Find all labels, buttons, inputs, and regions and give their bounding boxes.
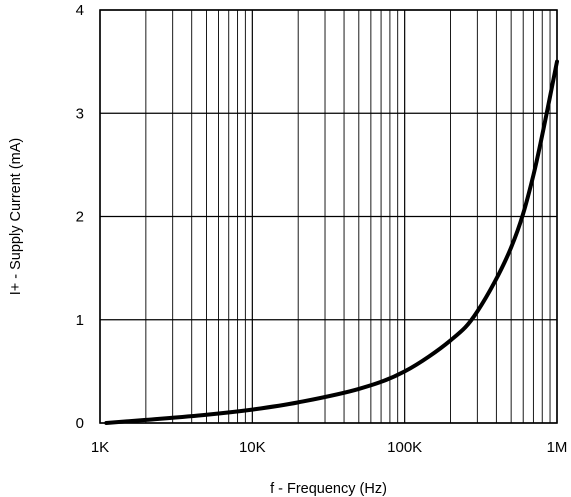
y-tick-label: 1 [76, 312, 84, 329]
x-tick-label: 1M [547, 439, 568, 456]
x-tick-label: 100K [387, 439, 422, 456]
y-tick-label: 2 [76, 209, 84, 226]
plot-frame [99, 9, 558, 424]
x-tick-label: 1K [91, 439, 109, 456]
series-layer [104, 59, 559, 425]
y-tick-label: 0 [76, 415, 84, 432]
y-axis-title: I+ - Supply Current (mA) [8, 138, 24, 296]
y-tick-labels: 0 1 2 3 4 [76, 2, 84, 432]
y-tick-label: 3 [76, 105, 84, 122]
x-axis-title: f - Frequency (Hz) [270, 481, 387, 497]
series-line-0 [104, 59, 559, 425]
x-tick-label: 10K [239, 439, 266, 456]
x-tick-labels: 1K 10K 100K 1M [91, 439, 568, 456]
y-tick-label: 4 [76, 2, 84, 19]
major-grid [99, 9, 558, 424]
